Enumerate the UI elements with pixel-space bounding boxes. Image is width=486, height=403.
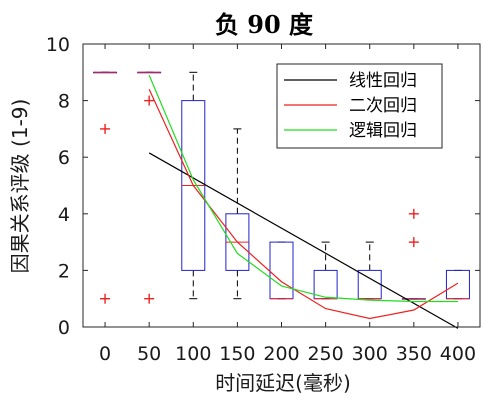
outlier-marker xyxy=(144,293,155,304)
series-line-1 xyxy=(148,152,459,329)
outlier-marker xyxy=(144,95,155,106)
outlier-marker xyxy=(100,123,111,134)
x-tick-label: 200 xyxy=(263,343,299,365)
series-line-3 xyxy=(148,74,458,303)
series-line-2 xyxy=(148,89,459,320)
chart-title: 负 90 度 xyxy=(215,10,314,39)
y-tick-label: 8 xyxy=(58,91,70,113)
box-300 xyxy=(357,241,382,300)
legend-label-2: 二次回归 xyxy=(349,96,417,116)
x-tick-label: 100 xyxy=(175,343,211,365)
box-200 xyxy=(269,241,294,300)
legend-label-1: 线性回归 xyxy=(349,71,417,91)
x-tick-label: 150 xyxy=(219,343,255,365)
y-tick-label: 4 xyxy=(58,204,70,226)
y-tick-label: 6 xyxy=(58,147,70,169)
x-tick-label: 0 xyxy=(99,343,111,365)
box-50 xyxy=(137,71,162,304)
y-tick-label: 0 xyxy=(58,317,70,339)
box-0 xyxy=(93,71,118,304)
box-250 xyxy=(313,241,338,300)
legend-box xyxy=(276,63,443,149)
x-tick-label: 300 xyxy=(352,343,388,365)
y-tick-label: 2 xyxy=(58,260,70,282)
x-axis-label: 时间延迟(毫秒) xyxy=(215,371,351,395)
legend-label-3: 逻辑回归 xyxy=(349,121,417,141)
x-tick-label: 50 xyxy=(137,343,161,365)
outlier-marker xyxy=(100,293,111,304)
x-tick-label: 250 xyxy=(307,343,343,365)
y-tick-label: 10 xyxy=(46,34,70,56)
box-body xyxy=(313,269,338,300)
box-body xyxy=(357,269,382,300)
box-400 xyxy=(445,269,470,300)
box-100 xyxy=(181,71,206,300)
x-tick-label: 400 xyxy=(440,343,476,365)
box-body xyxy=(445,269,470,300)
x-tick-label: 350 xyxy=(396,343,432,365)
box-350 xyxy=(401,208,426,300)
outlier-marker xyxy=(408,237,419,248)
y-axis-label: 因果关系评级 (1-9) xyxy=(8,99,32,274)
outlier-marker xyxy=(408,208,419,219)
box-150 xyxy=(225,128,250,300)
box-body xyxy=(269,241,294,300)
